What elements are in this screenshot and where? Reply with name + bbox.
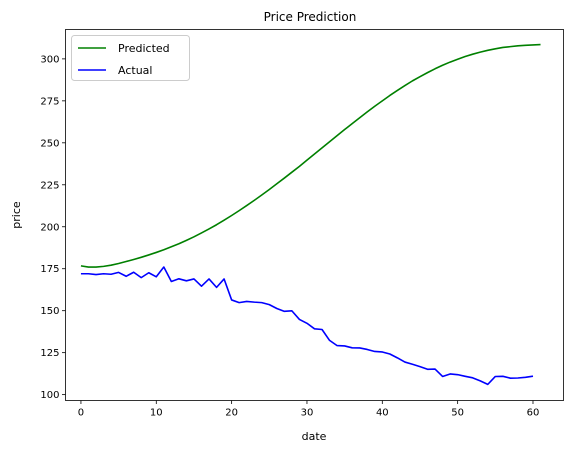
legend: Predicted Actual xyxy=(72,36,190,81)
y-tick-label: 225 xyxy=(40,180,59,191)
chart-title: Price Prediction xyxy=(264,10,357,24)
y-tick-label: 175 xyxy=(40,264,59,275)
y-tick-label: 275 xyxy=(40,96,59,107)
legend-label-predicted: Predicted xyxy=(118,42,170,55)
x-tick-label: 20 xyxy=(225,408,238,419)
legend-label-actual: Actual xyxy=(118,64,152,77)
y-tick-label: 125 xyxy=(40,348,59,359)
y-tick-label: 300 xyxy=(40,54,59,65)
x-tick-label: 30 xyxy=(301,408,314,419)
y-tick-label: 250 xyxy=(40,138,59,149)
y-tick-label: 100 xyxy=(40,390,59,401)
y-tick-label: 150 xyxy=(40,306,59,317)
x-tick-label: 50 xyxy=(451,408,464,419)
x-axis-label: date xyxy=(302,430,327,443)
x-tick-label: 10 xyxy=(150,408,163,419)
x-tick-label: 0 xyxy=(78,408,84,419)
y-axis-label: price xyxy=(10,201,23,229)
x-tick-label: 60 xyxy=(527,408,540,419)
y-tick-label: 200 xyxy=(40,222,59,233)
x-tick-label: 40 xyxy=(376,408,389,419)
